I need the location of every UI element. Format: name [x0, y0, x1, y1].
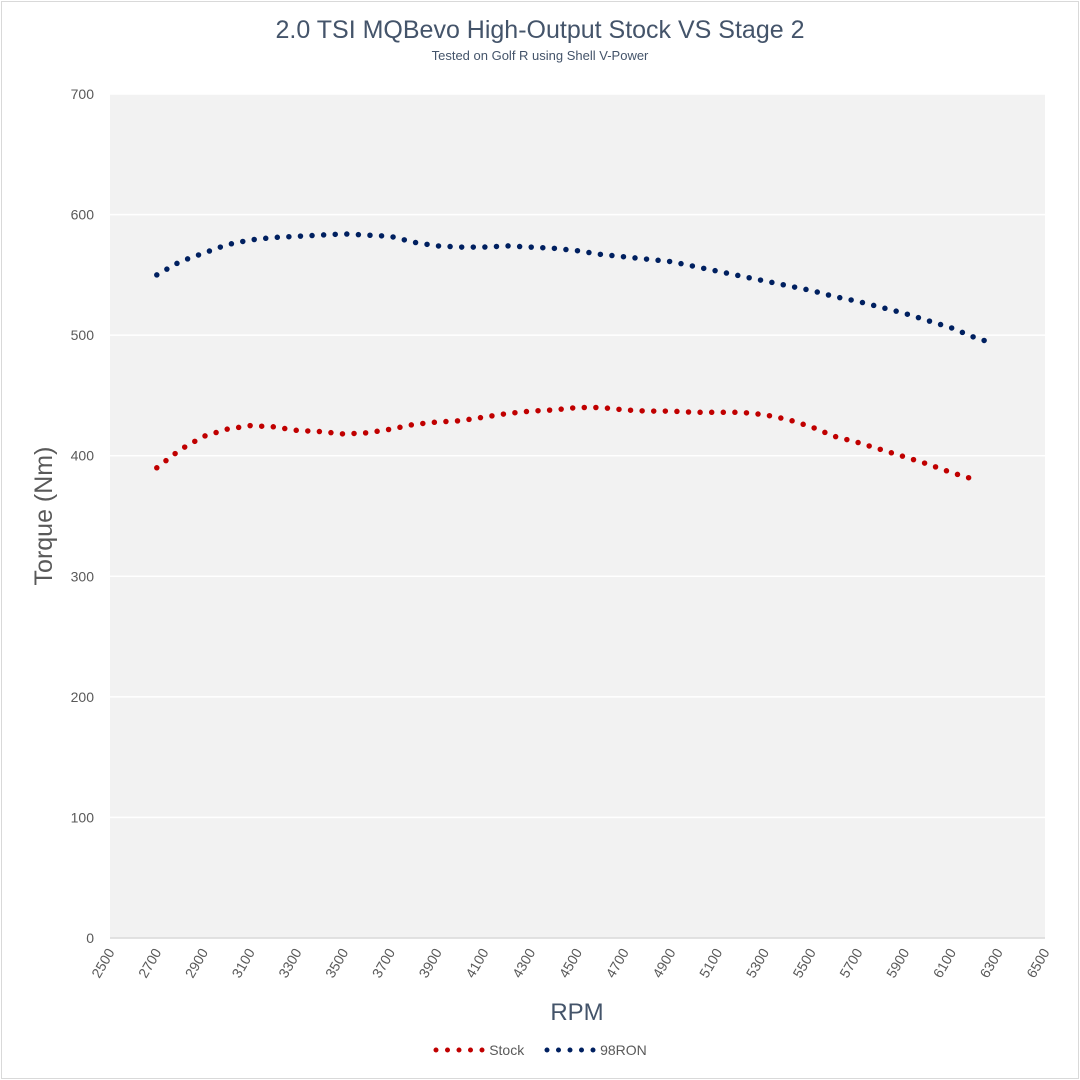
x-tick-label: 4300	[509, 945, 539, 980]
y-tick-label: 100	[71, 809, 95, 825]
y-tick-label: 600	[71, 207, 95, 223]
x-axis-label: RPM	[550, 999, 603, 1026]
x-tick-label: 5500	[789, 945, 819, 980]
legend-marker-98ron	[544, 1047, 601, 1053]
x-tick-label: 4900	[649, 945, 679, 980]
x-tick-label: 6100	[930, 945, 960, 980]
x-tick-label: 5300	[743, 945, 773, 980]
x-tick-label: 2500	[88, 945, 118, 980]
y-tick-label: 700	[71, 86, 95, 102]
legend-item-98ron: 98RON	[544, 1042, 647, 1058]
x-tick-label: 3500	[322, 945, 352, 980]
x-tick-label: 5100	[696, 945, 726, 980]
x-tick-label: 4500	[556, 945, 586, 980]
y-tick-label: 200	[71, 689, 95, 705]
y-tick-label: 300	[71, 568, 95, 584]
x-tick-label: 2700	[135, 945, 165, 980]
x-tick-label: 3100	[228, 945, 258, 980]
y-axis-label: Torque (Nm)	[30, 447, 58, 586]
legend-label-98ron: 98RON	[600, 1042, 647, 1058]
x-tick-label: 4100	[462, 945, 492, 980]
legend: Stock 98RON	[0, 1042, 1080, 1058]
x-tick-label: 5700	[836, 945, 866, 980]
x-tick-label: 5900	[883, 945, 913, 980]
x-tick-label: 4700	[602, 945, 632, 980]
series-line-98ron	[154, 231, 990, 344]
y-tick-label: 400	[71, 448, 95, 464]
legend-marker-stock	[433, 1047, 490, 1053]
chart-title: 2.0 TSI MQBevo High-Output Stock VS Stag…	[275, 16, 805, 44]
x-tick-label: 2900	[182, 945, 212, 980]
y-tick-label: 500	[71, 327, 95, 343]
y-tick-label: 0	[86, 930, 94, 946]
x-tick-label: 3900	[415, 945, 445, 980]
x-tick-label: 3700	[369, 945, 399, 980]
x-tick-label: 6500	[1023, 945, 1053, 980]
plot-area	[110, 94, 1045, 938]
x-tick-label: 3300	[275, 945, 305, 980]
chart-subtitle: Tested on Golf R using Shell V-Power	[431, 48, 649, 63]
x-tick-label: 6300	[976, 945, 1006, 980]
legend-item-stock: Stock	[433, 1042, 524, 1058]
legend-label-stock: Stock	[489, 1042, 525, 1058]
